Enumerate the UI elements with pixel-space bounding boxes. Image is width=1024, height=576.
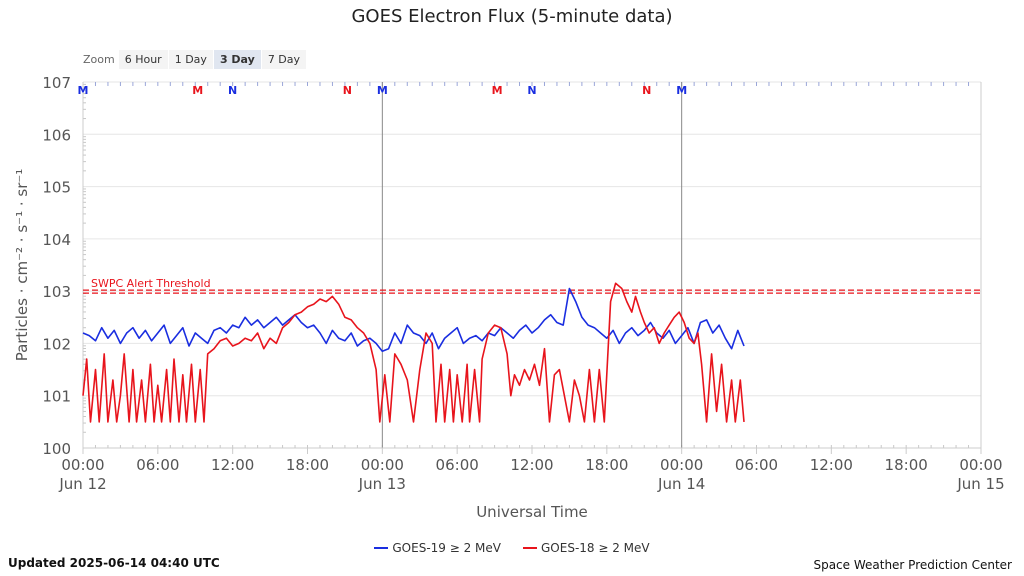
y-tick-label: 103 bbox=[42, 283, 71, 301]
orbit-marker-m: M bbox=[78, 84, 89, 97]
x-date-label: Jun 12 bbox=[58, 475, 106, 493]
legend-label-goes19: GOES-19 ≥ 2 MeV bbox=[392, 541, 501, 555]
x-axis-title: Universal Time bbox=[476, 503, 588, 521]
threshold-label: SWPC Alert Threshold bbox=[91, 277, 211, 290]
zoom-7-day-button[interactable]: 7 Day bbox=[261, 50, 307, 69]
zoom-1-day-button[interactable]: 1 Day bbox=[168, 50, 213, 69]
orbit-marker-m: M bbox=[676, 84, 687, 97]
x-tick-label: 18:00 bbox=[286, 456, 329, 474]
x-tick-label: 12:00 bbox=[211, 456, 254, 474]
y-tick-label: 104 bbox=[42, 231, 71, 249]
orbit-marker-n: N bbox=[343, 84, 352, 97]
credit-text: Space Weather Prediction Center bbox=[813, 558, 1012, 572]
legend-label-goes18: GOES-18 ≥ 2 MeV bbox=[541, 541, 650, 555]
x-tick-label: 06:00 bbox=[735, 456, 778, 474]
updated-timestamp: Updated 2025-06-14 04:40 UTC bbox=[8, 556, 220, 570]
zoom-label: Zoom bbox=[83, 53, 115, 66]
y-tick-label: 107 bbox=[42, 74, 71, 92]
x-tick-label: 00:00 bbox=[361, 456, 404, 474]
y-tick-label: 100 bbox=[42, 440, 71, 458]
x-tick-label: 18:00 bbox=[885, 456, 928, 474]
legend: GOES-19 ≥ 2 MeV GOES-18 ≥ 2 MeV bbox=[0, 541, 1024, 555]
zoom-6-hour-button[interactable]: 6 Hour bbox=[118, 50, 168, 69]
orbit-marker-n: N bbox=[228, 84, 237, 97]
y-axis-title: Particles · cm⁻² · s⁻¹ · sr⁻¹ bbox=[13, 169, 31, 362]
x-tick-label: 00:00 bbox=[959, 456, 1002, 474]
series-line-goes18 bbox=[82, 282, 745, 423]
x-date-label: Jun 13 bbox=[358, 475, 406, 493]
series-line-goes19 bbox=[82, 287, 745, 353]
y-tick-label: 105 bbox=[42, 179, 71, 197]
legend-swatch-goes19 bbox=[374, 547, 389, 549]
x-date-label: Jun 14 bbox=[657, 475, 705, 493]
orbit-marker-m: M bbox=[492, 84, 503, 97]
orbit-marker-m: M bbox=[192, 84, 203, 97]
x-tick-label: 00:00 bbox=[660, 456, 703, 474]
legend-swatch-goes18 bbox=[523, 547, 537, 549]
x-date-label: Jun 15 bbox=[956, 475, 1004, 493]
x-tick-label: 00:00 bbox=[61, 456, 104, 474]
orbit-marker-n: N bbox=[642, 84, 651, 97]
legend-item-goes18[interactable]: GOES-18 ≥ 2 MeV bbox=[523, 541, 650, 555]
y-tick-label: 106 bbox=[42, 126, 71, 144]
x-tick-label: 06:00 bbox=[136, 456, 179, 474]
zoom-control: Zoom 6 Hour 1 Day 3 Day 7 Day bbox=[83, 50, 307, 69]
x-tick-label: 06:00 bbox=[436, 456, 479, 474]
orbit-marker-n: N bbox=[527, 84, 536, 97]
x-tick-label: 18:00 bbox=[585, 456, 628, 474]
y-tick-label: 101 bbox=[42, 388, 71, 406]
y-tick-label: 102 bbox=[42, 335, 71, 353]
zoom-3-day-button[interactable]: 3 Day bbox=[213, 50, 261, 69]
orbit-marker-m: M bbox=[377, 84, 388, 97]
legend-item-goes19[interactable]: GOES-19 ≥ 2 MeV bbox=[374, 541, 501, 555]
x-tick-label: 12:00 bbox=[510, 456, 553, 474]
x-tick-label: 12:00 bbox=[810, 456, 853, 474]
chart-title: GOES Electron Flux (5-minute data) bbox=[351, 6, 673, 27]
